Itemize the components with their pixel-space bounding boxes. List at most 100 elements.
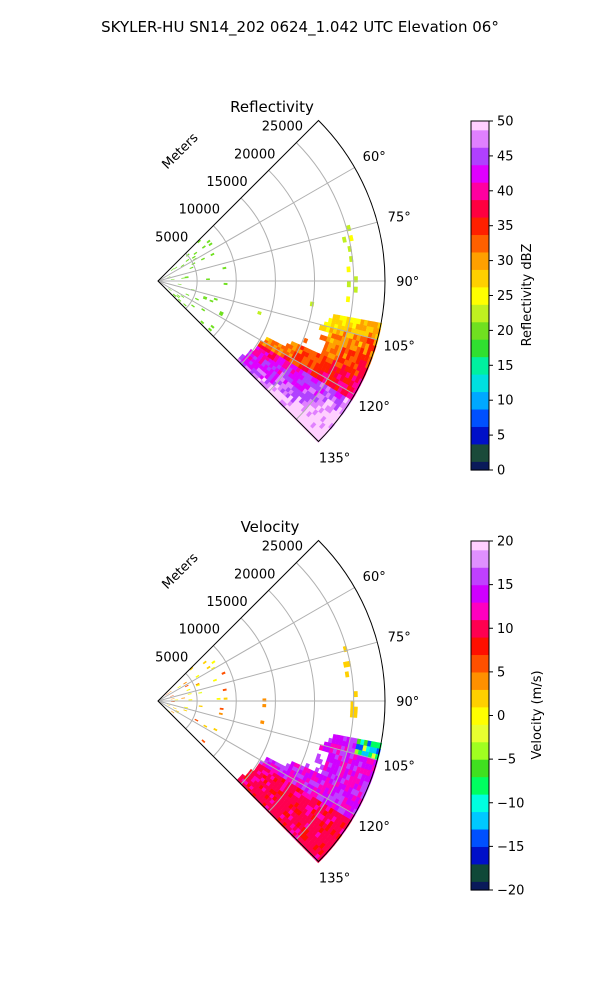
echo-cell — [262, 704, 267, 708]
echo-cell — [288, 409, 295, 416]
echo-cell — [181, 697, 186, 699]
colorbar-segment — [471, 138, 489, 148]
echo-cell — [186, 688, 191, 691]
echo-cell — [352, 765, 358, 773]
echo-cell — [278, 819, 285, 826]
echo-cell — [340, 364, 347, 372]
echo-cell — [310, 430, 318, 439]
echo-cell — [337, 345, 343, 353]
echo-cell — [365, 349, 372, 358]
colorbar-tick-label: 0 — [497, 464, 505, 479]
echo-cell — [345, 805, 352, 813]
echo-cell — [183, 709, 188, 712]
echo-cell — [327, 772, 333, 779]
echo-cell — [201, 308, 206, 312]
echo-cell — [359, 366, 366, 374]
echo-cell — [335, 314, 341, 321]
echo-cell — [184, 706, 189, 709]
echo-cell — [363, 355, 370, 363]
echo-cell — [346, 281, 351, 288]
colorbar-segment — [471, 417, 489, 427]
echo-cell — [332, 314, 338, 320]
echo-cell — [332, 769, 338, 776]
echo-cell — [347, 769, 353, 777]
echo-cell — [247, 775, 253, 781]
range-tick-label: 25000 — [262, 120, 303, 135]
echo-cell — [353, 351, 360, 359]
colorbar-segment — [471, 260, 489, 270]
echo-cell — [339, 388, 346, 396]
azimuth-tick-label: 120° — [359, 820, 390, 835]
sector-outline — [157, 539, 386, 863]
range-tick-label: 15000 — [206, 595, 247, 610]
colorbar-segment — [471, 190, 489, 201]
echo-cell — [218, 712, 223, 716]
azimuth-gridline — [157, 280, 355, 395]
echo-cell — [355, 346, 362, 354]
echo-cell — [208, 327, 213, 332]
echo-cell — [353, 317, 358, 325]
echo-cell — [350, 375, 358, 383]
echo-cell — [256, 797, 262, 804]
echo-cell — [177, 685, 181, 689]
echo-cell — [184, 684, 189, 688]
colorbar-segment — [471, 269, 489, 279]
echo-cell — [355, 743, 361, 751]
echo-cell — [300, 841, 308, 849]
echo-cell — [346, 360, 353, 368]
echo-cell — [335, 787, 342, 795]
colorbar-segment — [471, 881, 489, 891]
range-tick-label: 15000 — [206, 175, 247, 190]
echo-cell — [260, 720, 265, 725]
echo-cell — [359, 767, 365, 775]
echo-cell — [322, 345, 328, 352]
colorbar-segment — [471, 286, 489, 297]
echo-cell — [203, 724, 208, 728]
echo-cell — [352, 783, 359, 791]
echo-cell — [174, 699, 179, 701]
echo-cell — [253, 795, 260, 801]
echo-cell — [348, 380, 355, 388]
echo-cell — [184, 277, 189, 279]
echo-cell — [352, 363, 359, 371]
echo-cell — [246, 787, 252, 793]
echo-cell — [343, 779, 349, 787]
echo-cell — [363, 739, 369, 747]
echo-cell — [298, 838, 306, 846]
echo-cell — [364, 763, 370, 771]
echo-cell — [189, 666, 194, 671]
echo-cell — [330, 353, 336, 361]
echo-cell — [188, 699, 193, 701]
echo-cell — [373, 741, 379, 749]
range-tick-label: 20000 — [234, 567, 275, 582]
echo-cell — [191, 304, 195, 308]
azimuth-gridline — [157, 641, 378, 702]
echo-cell — [268, 809, 275, 816]
reflectivity-range-axis-label: Meters — [160, 130, 202, 172]
colorbar-segment — [471, 750, 489, 760]
echo-cell — [336, 813, 344, 821]
echo-cell — [362, 745, 368, 753]
echo-cell — [276, 816, 283, 824]
colorbar-tick-label: −15 — [497, 840, 524, 855]
echo-cell — [202, 297, 207, 300]
echo-cell — [344, 671, 350, 678]
echo-cell — [329, 767, 335, 775]
echo-cell — [251, 372, 257, 379]
echo-cell — [323, 771, 330, 778]
echo-cell — [357, 352, 363, 361]
echo-cell — [293, 833, 300, 841]
colorbar-segment — [471, 365, 489, 375]
echo-cell — [325, 356, 331, 364]
echo-cell — [342, 390, 350, 398]
azimuth-gridline — [157, 167, 355, 282]
echo-cell — [346, 266, 351, 273]
echo-cell — [334, 361, 341, 369]
echo-cell — [348, 355, 355, 363]
echo-cell — [340, 346, 347, 354]
echo-cell — [342, 816, 350, 825]
echo-cell — [332, 349, 338, 356]
echo-cell — [351, 776, 358, 785]
echo-cell — [273, 394, 280, 401]
